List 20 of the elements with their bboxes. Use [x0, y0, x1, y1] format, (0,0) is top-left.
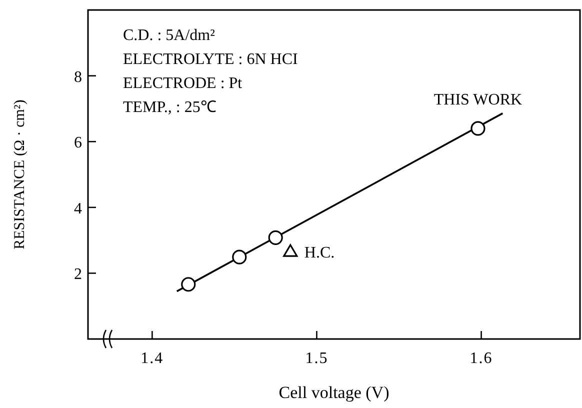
- point: [268, 230, 283, 245]
- y-tick-label: 8: [74, 68, 82, 86]
- point: [181, 277, 196, 292]
- x-tick-label: 1.6: [470, 350, 493, 367]
- y-tick-label: 4: [74, 200, 82, 218]
- y-axis-title: RESISTANCE (Ω · cm²): [12, 100, 28, 250]
- series-label: H.C.: [304, 244, 335, 262]
- annotation: ELECTROLYTE : 6N HCI: [123, 51, 298, 68]
- x-tick-label: 1.5: [305, 350, 328, 367]
- annotation: C.D. : 5A/dm²: [123, 27, 216, 44]
- series-label: THIS WORK: [434, 91, 522, 108]
- point: [232, 250, 247, 264]
- y-tick-label: 6: [74, 134, 82, 152]
- y-tick-label: 2: [74, 266, 82, 284]
- annotation: TEMP., : 25℃: [123, 99, 216, 116]
- x-tick-label: 1.4: [140, 350, 164, 367]
- x-axis-title: Cell voltage (V): [278, 383, 390, 402]
- annotation: ELECTRODE : Pt: [123, 75, 243, 92]
- point: [283, 244, 298, 257]
- point: [470, 121, 486, 136]
